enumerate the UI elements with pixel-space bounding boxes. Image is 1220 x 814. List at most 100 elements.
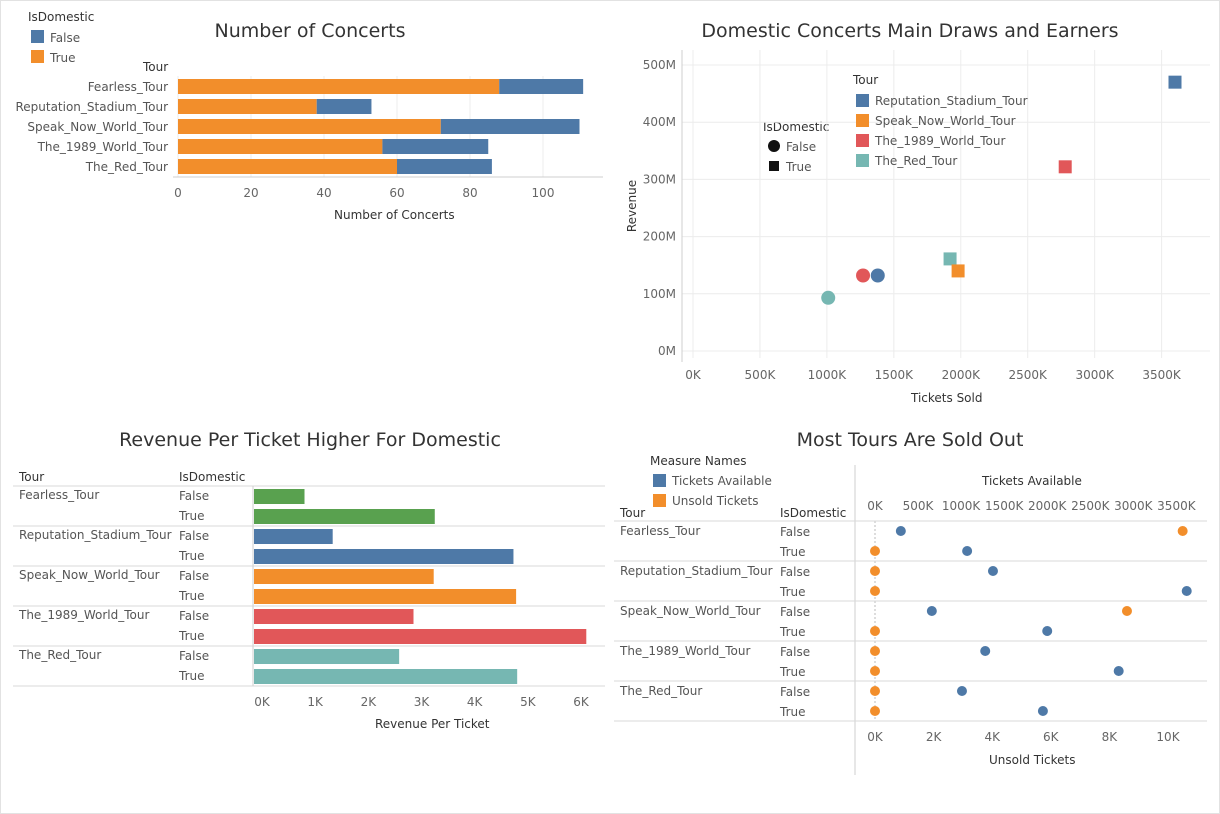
bar-false [499, 79, 584, 94]
legend-label-false: False [50, 31, 80, 45]
row-tour-label: Speak_Now_World_Tour [19, 568, 160, 582]
row-domestic-label: False [179, 649, 209, 663]
chart1-title: Number of Concerts [214, 20, 406, 42]
row-tour-label: The_1989_World_Tour [619, 644, 750, 658]
scatter-point-circle [870, 268, 885, 283]
legend-label-tickets-available: Tickets Available [671, 474, 772, 488]
row-domestic-label: True [178, 669, 205, 683]
y-tick-label: 0M [658, 344, 676, 358]
x-tick-label: 1500K [875, 368, 915, 382]
x-tick-label: 0 [174, 186, 182, 200]
legend-shape-square [769, 161, 779, 171]
row-domestic-label: False [179, 609, 209, 623]
row-domestic-label: True [178, 509, 205, 523]
top-axis-tick-label: 500K [903, 499, 935, 513]
row-tour-label: The_Red_Tour [619, 684, 702, 698]
legend-color-label: The_Red_Tour [874, 154, 957, 168]
row-tour-label: Fearless_Tour [620, 524, 700, 538]
x-tick-label: 20 [243, 186, 258, 200]
legend-swatch-true [31, 50, 44, 63]
category-label: Speak_Now_World_Tour [27, 120, 168, 134]
chart3-header-tour: Tour [19, 470, 45, 484]
bar-revenue-per-ticket [254, 629, 587, 644]
row-domestic-label: True [779, 625, 806, 639]
x-tick-label: 100 [532, 186, 555, 200]
chart2-shape-legend-title: IsDomestic [763, 120, 830, 134]
x-tick-label: 2000K [942, 368, 982, 382]
dot-unsold-tickets [870, 566, 880, 576]
top-axis-tick-label: 3000K [1114, 499, 1154, 513]
scatter-point-square [1058, 160, 1072, 174]
bar-true [178, 139, 383, 154]
x-tick-label: 1K [307, 695, 324, 709]
bar-true [178, 99, 317, 114]
row-tour-label: Reputation_Stadium_Tour [620, 564, 773, 578]
chart3-x-label: Revenue Per Ticket [375, 717, 490, 731]
chart4-header-tour: Tour [620, 506, 646, 520]
y-tick-label: 400M [643, 115, 676, 129]
legend-color-label: Reputation_Stadium_Tour [875, 94, 1028, 108]
dot-unsold-tickets [870, 546, 880, 556]
chart4-legend-title: Measure Names [650, 454, 747, 468]
top-axis-tick-label: 1500K [985, 499, 1025, 513]
x-tick-label: 3500K [1142, 368, 1182, 382]
row-domestic-label: False [179, 529, 209, 543]
bottom-axis-tick-label: 10K [1156, 730, 1180, 744]
row-domestic-label: False [780, 565, 810, 579]
chart4-title: Most Tours Are Sold Out [796, 429, 1024, 451]
bar-false [397, 159, 492, 174]
dot-unsold-tickets [870, 706, 880, 716]
y-tick-label: 200M [643, 230, 676, 244]
bar-revenue-per-ticket [254, 489, 305, 504]
x-tick-label: 40 [316, 186, 331, 200]
legend-color-swatch [856, 154, 869, 167]
dot-tickets-available [956, 686, 967, 696]
bar-revenue-per-ticket [254, 569, 434, 584]
row-domestic-label: True [779, 705, 806, 719]
row-tour-label: Speak_Now_World_Tour [620, 604, 761, 618]
y-tick-label: 300M [643, 172, 676, 186]
x-tick-label: 2K [361, 695, 378, 709]
category-label: Fearless_Tour [88, 80, 168, 94]
row-domestic-label: True [779, 665, 806, 679]
row-domestic-label: False [780, 525, 810, 539]
top-axis-tick-label: 3500K [1157, 499, 1197, 513]
row-domestic-label: False [780, 685, 810, 699]
bottom-axis-tick-label: 0K [867, 730, 884, 744]
bar-true [178, 79, 500, 94]
x-tick-label: 60 [389, 186, 404, 200]
bar-revenue-per-ticket [254, 649, 400, 664]
dot-unsold-tickets [870, 586, 880, 596]
dot-unsold-tickets [870, 646, 880, 656]
dot-unsold-tickets [870, 626, 880, 636]
bar-false [316, 99, 372, 114]
dot-tickets-available [1181, 586, 1192, 596]
bar-revenue-per-ticket [254, 609, 414, 624]
legend-color-label: The_1989_World_Tour [874, 134, 1005, 148]
bottom-axis-tick-label: 6K [1043, 730, 1060, 744]
dot-tickets-available [1037, 706, 1048, 716]
chart1-row-header: Tour [143, 60, 169, 74]
chart2-color-legend-title: Tour [853, 73, 879, 87]
x-tick-label: 6K [573, 695, 590, 709]
row-domestic-label: True [178, 549, 205, 563]
bar-false [440, 119, 580, 134]
chart1-legend-title: IsDomestic [28, 10, 95, 24]
dot-unsold-tickets [1121, 606, 1132, 616]
bottom-axis-tick-label: 2K [926, 730, 943, 744]
bar-revenue-per-ticket [254, 669, 518, 684]
x-tick-label: 4K [467, 695, 484, 709]
chart3-title: Revenue Per Ticket Higher For Domestic [119, 429, 501, 451]
scatter-point-square [943, 252, 957, 266]
dot-unsold-tickets [870, 686, 880, 696]
row-domestic-label: True [178, 629, 205, 643]
row-domestic-label: False [780, 605, 810, 619]
y-tick-label: 100M [643, 287, 676, 301]
x-tick-label: 5K [520, 695, 537, 709]
top-axis-tick-label: 0K [867, 499, 884, 513]
chart3-header-domestic: IsDomestic [179, 470, 246, 484]
legend-color-swatch [856, 94, 869, 107]
bar-false [382, 139, 489, 154]
bar-true [178, 159, 397, 174]
